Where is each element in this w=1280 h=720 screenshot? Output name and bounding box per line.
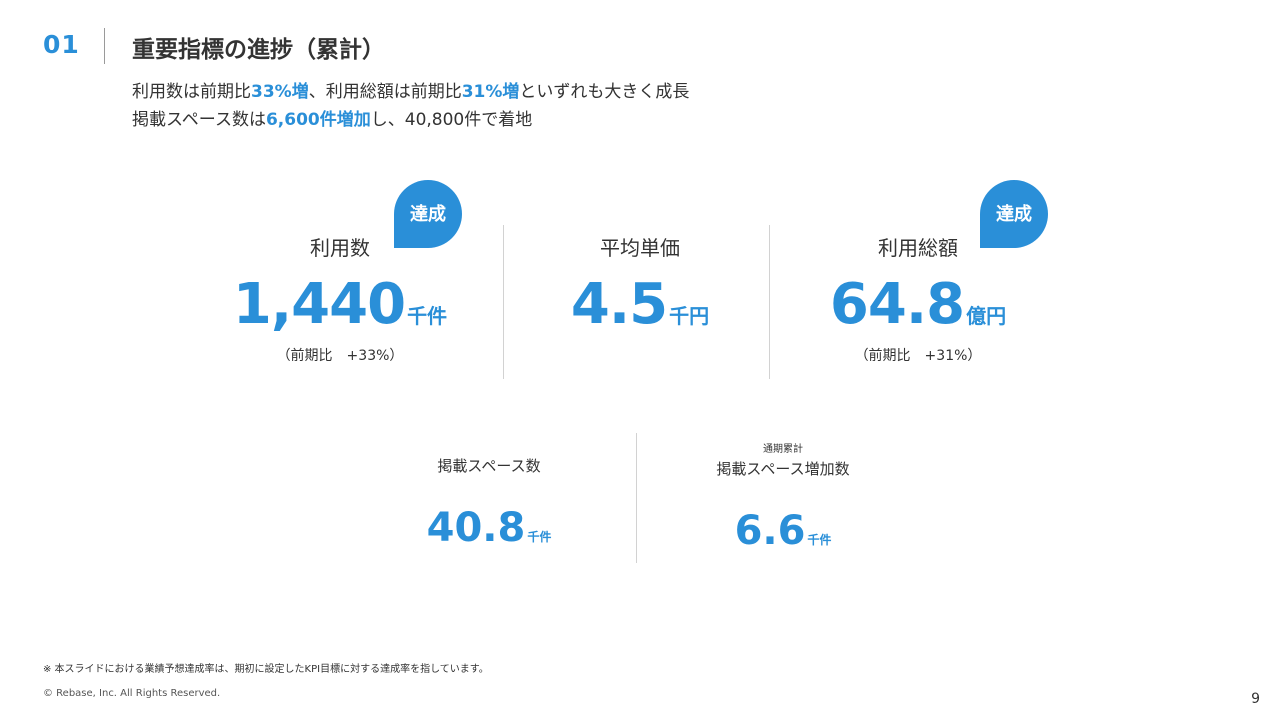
kpi-label: 利用総額 <box>878 236 958 260</box>
summary-line-2: 掲載スペース数は6,600件増加し、40,800件で着地 <box>132 105 532 130</box>
kpi-note: （前期比 +33%） <box>276 348 404 364</box>
kpi-value: 64.8 億円 <box>778 277 1058 333</box>
page-title: 重要指標の進捗（累計） <box>132 37 385 63</box>
kpi-value: 40.8 千件 <box>389 508 589 548</box>
kpi-label: 掲載スペース数 <box>437 457 541 475</box>
summary-text: し、40,800件で着地 <box>370 110 533 130</box>
kpi-value: 6.6 千件 <box>663 511 903 551</box>
kpi-number: 64.8 <box>829 272 965 337</box>
kpi-divider <box>636 433 637 563</box>
summary-text: 、利用総額は前期比 <box>308 82 462 102</box>
kpi-number: 40.8 <box>426 505 526 551</box>
section-number: 01 <box>43 30 80 59</box>
kpi-unit: 千円 <box>669 304 710 328</box>
copyright: © Rebase, Inc. All Rights Reserved. <box>43 688 221 699</box>
summary-text: 利用数は前期比 <box>132 82 251 102</box>
kpi-label: 平均単価 <box>600 236 680 260</box>
kpi-unit: 千件 <box>527 530 552 544</box>
kpi-number: 4.5 <box>570 272 668 337</box>
summary-text: 掲載スペース数は <box>132 110 266 130</box>
summary-highlight: 6,600件増加 <box>265 110 371 130</box>
kpi-label: 利用数 <box>310 236 370 260</box>
kpi-label: 掲載スペース増加数 <box>716 460 850 478</box>
kpi-divider <box>769 225 770 379</box>
title-divider <box>104 28 105 64</box>
summary-highlight: 31%増 <box>461 82 520 102</box>
summary-highlight: 33%増 <box>251 82 309 102</box>
summary-line-1: 利用数は前期比33%増、利用総額は前期比31%増といずれも大きく成長 <box>132 77 689 102</box>
kpi-space-increase: 通期累計 掲載スペース増加数 6.6 千件 <box>663 440 903 551</box>
kpi-divider <box>503 225 504 379</box>
kpi-listed-spaces: 掲載スペース数 40.8 千件 <box>389 455 589 548</box>
kpi-number: 6.6 <box>734 508 806 554</box>
achieved-badge: 達成 <box>980 180 1048 248</box>
kpi-number: 1,440 <box>232 272 406 337</box>
kpi-average-price: 平均単価 4.5 千円 <box>500 232 780 333</box>
kpi-unit: 千件 <box>807 533 832 547</box>
kpi-note: （前期比 +31%） <box>854 348 982 364</box>
achieved-badge: 達成 <box>394 180 462 248</box>
kpi-usage-count: 利用数 1,440 千件 （前期比 +33%） <box>200 232 480 365</box>
kpi-value: 4.5 千円 <box>500 277 780 333</box>
kpi-caption: 通期累計 <box>763 444 803 455</box>
summary-text: といずれも大きく成長 <box>519 82 690 102</box>
kpi-total-amount: 利用総額 64.8 億円 （前期比 +31%） <box>778 232 1058 365</box>
kpi-unit: 千件 <box>407 304 448 328</box>
kpi-unit: 億円 <box>966 304 1007 328</box>
page-number: 9 <box>1251 691 1260 707</box>
footnote: ※ 本スライドにおける業績予想達成率は、期初に設定したKPI目標に対する達成率を… <box>43 664 489 675</box>
kpi-value: 1,440 千件 <box>200 277 480 333</box>
